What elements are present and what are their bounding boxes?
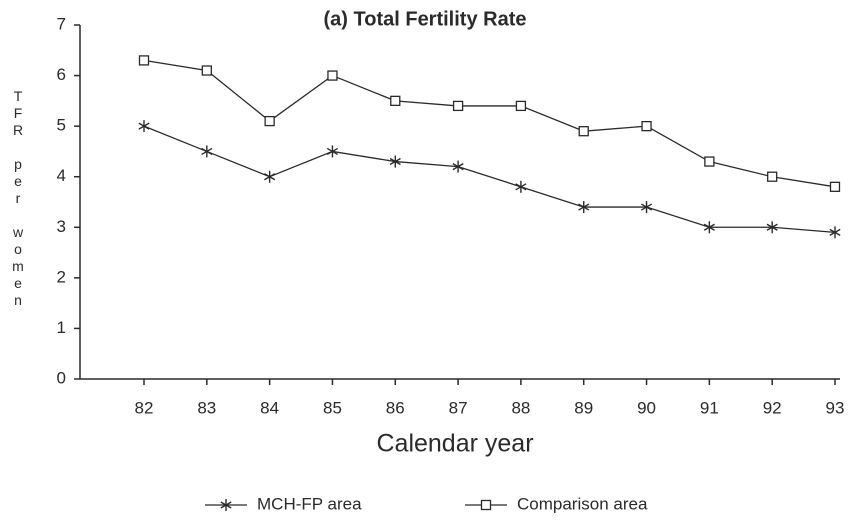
square-marker	[515, 100, 527, 112]
square-marker	[480, 499, 492, 511]
x-tick-label: 85	[323, 398, 342, 417]
x-tick-label: 84	[260, 398, 279, 417]
series-line	[143, 125, 836, 233]
legend-label: Comparison area	[517, 494, 648, 513]
star-stroke	[220, 501, 232, 509]
y-tick-label: 3	[57, 217, 66, 236]
star-stroke	[264, 173, 276, 181]
y-tick-label: 5	[57, 116, 66, 135]
square-marker	[452, 100, 464, 112]
data-point	[703, 221, 715, 234]
star-stroke	[201, 147, 213, 156]
star-stroke	[138, 122, 150, 130]
star-stroke	[326, 147, 339, 156]
data-point	[829, 181, 841, 192]
x-tick-label: 90	[637, 398, 656, 417]
data-point	[138, 120, 150, 133]
data-point	[390, 95, 401, 107]
series-line	[143, 59, 836, 188]
data-point	[201, 145, 213, 158]
data-point	[766, 221, 778, 234]
square-marker	[704, 156, 715, 167]
square-marker	[578, 126, 589, 137]
star-stroke	[515, 183, 527, 191]
y-tick-label: 4	[57, 166, 66, 185]
square-marker	[767, 171, 778, 182]
y-tick-label: 0	[57, 368, 66, 387]
data-point	[452, 160, 464, 173]
data-point	[326, 145, 339, 158]
x-tick-label: 91	[700, 398, 719, 417]
legend-marker	[480, 499, 492, 511]
data-point	[452, 100, 464, 112]
x-tick-label: 82	[135, 398, 154, 417]
data-point	[138, 55, 150, 66]
star-stroke	[640, 203, 653, 211]
data-point	[264, 170, 276, 183]
data-point	[829, 226, 841, 239]
star-stroke	[389, 157, 401, 166]
data-point	[327, 70, 338, 81]
data-point	[767, 171, 778, 182]
x-tick-label: 88	[511, 398, 530, 417]
square-marker	[138, 55, 150, 66]
y-axis-label: TFR per women	[10, 88, 26, 309]
star-stroke	[703, 223, 715, 231]
x-tick-label: 86	[386, 398, 405, 417]
x-tick-label: 92	[763, 398, 782, 417]
data-point	[704, 156, 715, 167]
y-tick-label: 6	[57, 65, 66, 84]
square-marker	[390, 95, 401, 107]
star-stroke	[766, 223, 778, 231]
legend-label: MCH-FP area	[257, 494, 362, 513]
y-tick-label: 7	[57, 14, 66, 33]
data-point	[578, 126, 589, 137]
x-tick-label: 87	[449, 398, 468, 417]
square-marker	[641, 120, 652, 132]
x-axis-label: Calendar year	[376, 430, 533, 458]
x-tick-label: 89	[574, 398, 593, 417]
y-tick-label: 1	[57, 318, 66, 337]
star-stroke	[829, 228, 841, 236]
data-point	[201, 65, 212, 76]
data-point	[578, 201, 590, 214]
x-tick-label: 93	[826, 398, 845, 417]
data-point	[641, 120, 652, 132]
square-marker	[201, 65, 212, 76]
chart-title: (a) Total Fertility Rate	[324, 8, 527, 30]
square-marker	[829, 181, 841, 192]
data-point	[389, 155, 401, 168]
square-marker	[264, 115, 275, 127]
square-marker	[327, 70, 338, 81]
data-point	[640, 201, 653, 214]
y-tick-label: 2	[57, 267, 66, 286]
data-point	[515, 100, 527, 112]
star-stroke	[578, 203, 590, 211]
legend-marker	[220, 499, 232, 511]
data-point	[515, 180, 527, 193]
x-tick-label: 83	[197, 398, 216, 417]
star-stroke	[452, 162, 464, 171]
data-point	[264, 115, 275, 127]
